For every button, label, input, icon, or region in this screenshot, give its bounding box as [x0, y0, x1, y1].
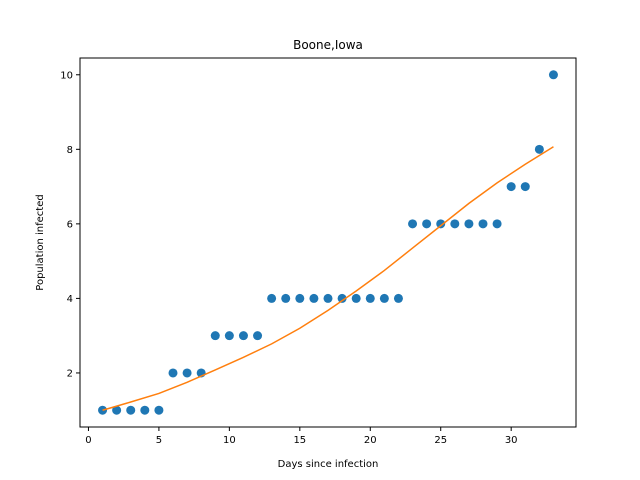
data-point [238, 331, 248, 341]
data-point [379, 293, 389, 303]
x-tick-label: 30 [505, 435, 518, 446]
y-tick-label: 2 [67, 368, 73, 379]
x-tick-label: 0 [85, 435, 91, 446]
plot-area [98, 70, 558, 415]
data-point [281, 293, 291, 303]
data-point [450, 219, 460, 229]
data-point [309, 293, 319, 303]
data-point [126, 405, 136, 415]
y-tick-label: 6 [67, 219, 73, 230]
data-point [393, 293, 403, 303]
data-point [210, 331, 220, 341]
data-point [112, 405, 122, 415]
data-point [168, 368, 178, 378]
data-point [253, 331, 263, 341]
y-axis: 2 4 6 8 10 [60, 70, 80, 379]
y-tick-label: 10 [60, 70, 73, 81]
data-point [506, 182, 516, 192]
x-tick-label: 15 [293, 435, 306, 446]
data-point [337, 293, 347, 303]
x-tick-label: 5 [156, 435, 162, 446]
data-point [534, 144, 544, 154]
data-point [408, 219, 418, 229]
axes-frame [79, 57, 577, 428]
data-point [464, 219, 474, 229]
data-point [154, 405, 164, 415]
y-tick-label: 4 [67, 294, 73, 305]
x-tick-label: 25 [434, 435, 447, 446]
data-point [365, 293, 375, 303]
x-axis: 0 5 10 15 20 25 30 [85, 427, 518, 446]
data-point [267, 293, 277, 303]
data-point [224, 331, 234, 341]
data-point [422, 219, 432, 229]
x-tick-label: 20 [364, 435, 377, 446]
data-point [478, 219, 488, 229]
data-point [520, 182, 530, 192]
fit-line [102, 146, 554, 411]
data-point [436, 219, 446, 229]
data-point [295, 293, 305, 303]
data-point [351, 293, 361, 303]
data-point [182, 368, 192, 378]
data-point [548, 70, 558, 80]
data-point [492, 219, 502, 229]
chart-title: Boone,Iowa [293, 38, 363, 52]
x-axis-label: Days since infection [278, 459, 379, 470]
data-point [323, 293, 333, 303]
x-tick-label: 10 [223, 435, 236, 446]
data-point [140, 405, 150, 415]
y-tick-label: 8 [67, 145, 73, 156]
y-axis-label: Population infected [35, 194, 46, 290]
